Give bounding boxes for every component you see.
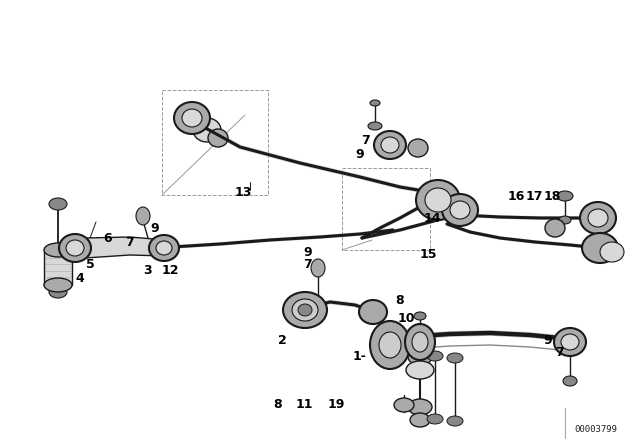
Ellipse shape (554, 328, 586, 356)
Ellipse shape (311, 259, 325, 277)
Ellipse shape (136, 207, 150, 225)
Text: 8: 8 (396, 293, 404, 306)
Text: 8: 8 (274, 397, 282, 410)
Text: 17: 17 (525, 190, 543, 202)
Text: 15: 15 (419, 247, 436, 260)
Ellipse shape (425, 188, 451, 212)
Text: 7: 7 (303, 258, 312, 271)
Text: 7: 7 (556, 345, 564, 358)
Text: 11: 11 (295, 397, 313, 410)
Ellipse shape (408, 139, 428, 157)
Text: 16: 16 (508, 190, 525, 202)
Ellipse shape (414, 312, 426, 320)
Text: 9: 9 (544, 333, 552, 346)
Ellipse shape (408, 349, 432, 365)
Text: 9: 9 (356, 148, 364, 161)
Polygon shape (70, 237, 168, 258)
Ellipse shape (156, 241, 172, 255)
Ellipse shape (374, 131, 406, 159)
Ellipse shape (66, 240, 84, 256)
Ellipse shape (559, 216, 571, 224)
Text: 19: 19 (327, 397, 345, 410)
Ellipse shape (208, 129, 228, 147)
Ellipse shape (298, 304, 312, 316)
Ellipse shape (545, 219, 565, 237)
Ellipse shape (410, 413, 430, 427)
Text: 7: 7 (125, 237, 134, 250)
Ellipse shape (450, 201, 470, 219)
Text: 2: 2 (278, 333, 286, 346)
Ellipse shape (44, 278, 72, 292)
Ellipse shape (580, 202, 616, 234)
Ellipse shape (370, 321, 410, 369)
Ellipse shape (44, 243, 72, 257)
Ellipse shape (405, 324, 435, 360)
Ellipse shape (442, 194, 478, 226)
Ellipse shape (408, 399, 432, 415)
Ellipse shape (174, 102, 210, 134)
Ellipse shape (292, 299, 318, 321)
Text: 5: 5 (86, 258, 94, 271)
Text: 1-: 1- (353, 349, 367, 362)
Ellipse shape (193, 118, 221, 142)
Ellipse shape (447, 353, 463, 363)
Ellipse shape (394, 398, 414, 412)
Text: 6: 6 (104, 232, 112, 245)
Text: 00003799: 00003799 (575, 426, 618, 435)
Text: 3: 3 (144, 263, 152, 276)
Ellipse shape (379, 332, 401, 358)
Text: 10: 10 (397, 311, 415, 324)
Text: 12: 12 (161, 263, 179, 276)
Ellipse shape (557, 191, 573, 201)
Ellipse shape (49, 198, 67, 210)
Ellipse shape (368, 122, 382, 130)
Ellipse shape (149, 235, 179, 261)
Ellipse shape (182, 109, 202, 127)
Ellipse shape (588, 209, 608, 227)
Ellipse shape (600, 242, 624, 262)
Text: 9: 9 (304, 246, 312, 258)
Ellipse shape (447, 416, 463, 426)
Ellipse shape (561, 334, 579, 350)
Text: 4: 4 (76, 271, 84, 284)
Text: 18: 18 (543, 190, 561, 202)
Ellipse shape (381, 137, 399, 153)
Ellipse shape (359, 300, 387, 324)
Text: 9: 9 (150, 221, 159, 234)
Ellipse shape (412, 332, 428, 352)
Text: 14: 14 (423, 211, 441, 224)
Text: 13: 13 (234, 185, 252, 198)
Ellipse shape (406, 361, 434, 379)
Ellipse shape (427, 414, 443, 424)
Ellipse shape (582, 233, 618, 263)
Polygon shape (44, 250, 72, 285)
Text: 7: 7 (362, 134, 371, 147)
Ellipse shape (370, 100, 380, 106)
Ellipse shape (59, 234, 91, 262)
Ellipse shape (563, 376, 577, 386)
Ellipse shape (416, 180, 460, 220)
Ellipse shape (49, 286, 67, 298)
Ellipse shape (283, 292, 327, 328)
Ellipse shape (427, 351, 443, 361)
